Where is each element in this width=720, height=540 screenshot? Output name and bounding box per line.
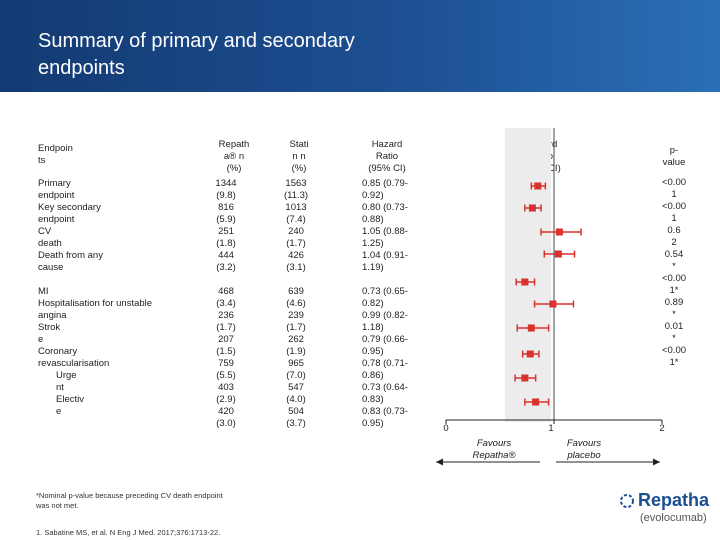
group2-repatha: 468 (3.4) 236 (1.7) 207 (1.5) 759 (5.5) 403(… [216, 286, 236, 429]
x-tick-label-2: 2 [659, 423, 665, 434]
hr-point-4 [521, 278, 529, 286]
hr-point-1 [528, 204, 536, 212]
hr-point-9 [532, 398, 540, 406]
header-endpoints: Endpoin ts [38, 143, 73, 166]
nominal-footnote: *Nominal p-value because preceding CV de… [36, 491, 223, 510]
favours-repatha-label: Favours Repatha® [472, 438, 516, 461]
favours-repatha-arrowhead-icon [436, 458, 443, 466]
repatha-logo: Repatha (evolocumab) [620, 488, 716, 534]
reference-footnote: 1. Sabatine MS, et al. N Eng J Med. 2017… [36, 528, 221, 537]
logo-subtitle: (evolocumab) [640, 512, 707, 524]
group1-endpoints: Primary endpoint Key secondary endpoint CV… [38, 178, 103, 273]
header-repatha: Repath a® n (%) [218, 139, 250, 174]
header-statin: Stati n n (%) [289, 139, 309, 174]
favours-placebo-arrowhead-icon [653, 458, 660, 466]
logo-wordmark: Repatha [638, 490, 710, 510]
group2-endpoints: MI Hospitalisation for unstable angina Str… [38, 286, 153, 417]
logo-mark-icon [620, 494, 634, 508]
x-tick-label-0: 0 [443, 423, 449, 434]
hr-point-0 [534, 182, 542, 190]
pvalue-column: <0.00 1 <0.00 1 0.6 2 0.54 * <0.00 1* 0.89 * 0… [661, 177, 687, 368]
header-pvalue: p-value [662, 145, 686, 168]
hr-point-8 [521, 374, 529, 382]
hr-point-3 [554, 250, 562, 258]
x-tick-label-1: 1 [548, 423, 554, 434]
hr-point-6 [527, 324, 535, 332]
group1-hazard-ratio: 0.85 (0.79- 0.92) 0.80 (0.73- 0.88) 1.05 (… [362, 178, 408, 273]
favours-placebo-label: Favours placebo [566, 438, 602, 461]
group1-statin: 1563 (11.3) 1013 (7.4) 240 (1.7) 426 (3.1) [283, 178, 309, 273]
reference-band [505, 128, 551, 422]
group1-repatha: 1344 (9.8) 816 (5.9) 251 (1.8) 444 (3.2) [215, 178, 237, 273]
slide-title: Summary of primary and secondary endpoin… [38, 30, 355, 79]
header-hazard-ratio: Hazard Ratio (95% CI) [368, 139, 406, 174]
hr-point-2 [555, 228, 563, 236]
group2-hazard-ratio: 0.73 (0.65- 0.82) 0.99 (0.82- 1.18) 0.79 (… [362, 286, 408, 429]
title-banner: Summary of primary and secondary endpoin… [0, 0, 720, 92]
hr-point-5 [549, 300, 557, 308]
group2-statin: 639 (4.6) 239 (1.7) 262 (1.9) 965 (7.0) 547(… [286, 286, 306, 429]
hr-point-7 [526, 350, 534, 358]
